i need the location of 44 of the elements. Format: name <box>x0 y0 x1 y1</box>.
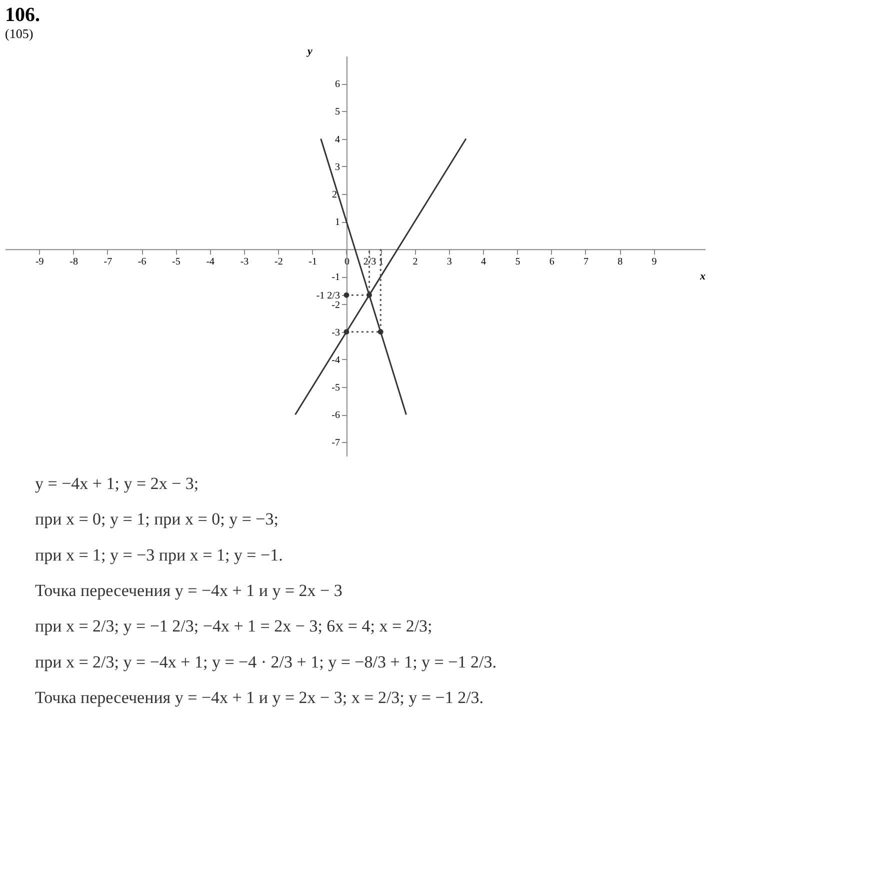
y-tick-label: -7 <box>332 438 340 449</box>
x-tick-label: -3 <box>240 256 249 268</box>
x-tick-label: 5 <box>515 256 520 268</box>
x-tick-label: 4 <box>481 256 486 268</box>
x-tick-label: 8 <box>618 256 623 268</box>
x-tick-label: 3 <box>446 256 452 268</box>
y-tick-label: -1 2/3 <box>316 290 340 302</box>
x-tick-label: -7 <box>104 256 112 268</box>
y-tick-label: -1 <box>332 272 340 284</box>
text: при x = 1; y = −3 при x = 1; y = −1. <box>35 545 283 564</box>
text: Точка пересечения y = −4x + 1 и y = 2x − 3; x = 2/3; y = −1 2/3. <box>35 688 484 708</box>
x-tick-label: -5 <box>172 256 180 268</box>
y-tick-label: 5 <box>334 106 340 118</box>
y-axis-title: y <box>305 46 312 58</box>
x-tick-label: 9 <box>652 256 657 268</box>
x-tick-label: 0 <box>344 256 350 268</box>
x-tick-label: 2 <box>412 256 418 268</box>
text: при x = 2/3; y = −4x + 1; y = −4 · 2/3 + 1; y = −8/3 + 1; y = −1 2/3. <box>35 652 496 672</box>
y-tick-label: 6 <box>334 79 340 90</box>
y-tick-label: -5 <box>332 382 340 394</box>
text: при x = 2/3; y = −1 2/3; −4x + 1 = 2x − 3; 6x = 4; x = 2/3; <box>35 616 432 636</box>
x-tick-label: -4 <box>206 256 215 268</box>
x-tick-label: -9 <box>35 256 44 268</box>
y-tick-label: -6 <box>332 410 340 422</box>
y-tick-label: -4 <box>332 354 340 366</box>
x-tick-label: -8 <box>70 256 78 268</box>
x-tick-label: -1 <box>308 256 317 268</box>
y-tick-label: 2 <box>332 189 337 200</box>
y-tick-label: -2 <box>332 300 340 311</box>
y-tick-label: -3 <box>332 327 340 338</box>
x-tick-label: 6 <box>549 256 554 268</box>
x-tick-label: 2/3 <box>363 256 376 268</box>
y-tick-label: 4 <box>334 134 340 146</box>
x-tick-label: -2 <box>274 256 283 268</box>
chart-subtitle: (105) <box>5 26 34 41</box>
y-tick-label: 3 <box>334 162 340 173</box>
y-tick-label: 1 <box>334 217 340 228</box>
x-axis-title: x <box>699 270 706 283</box>
x-tick-label: -6 <box>138 256 146 268</box>
text: при x = 0; y = 1; при x = 0; y = −3; <box>35 510 278 529</box>
x-tick-label: 7 <box>583 256 588 268</box>
text: Точка пересечения y = −4x + 1 и y = 2x − 3 <box>35 581 342 600</box>
chart-title: 106. <box>5 4 40 26</box>
text: y = −4x + 1; y = 2x − 3; <box>35 474 199 493</box>
